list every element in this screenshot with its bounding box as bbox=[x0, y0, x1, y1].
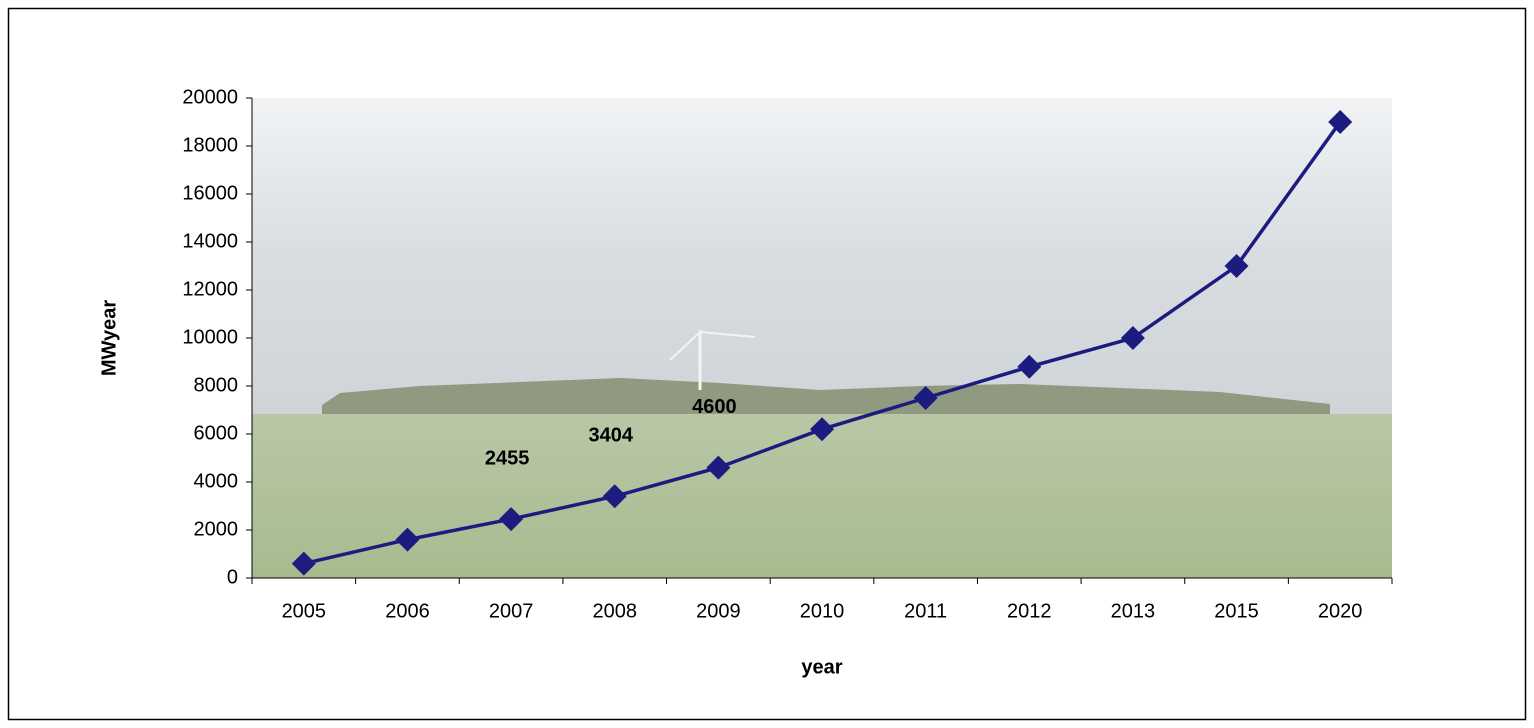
x-tick-label: 2012 bbox=[1007, 600, 1052, 622]
x-axis-title: year bbox=[801, 656, 842, 678]
x-tick-label: 2007 bbox=[489, 600, 534, 622]
marker bbox=[395, 527, 420, 552]
x-tick-label: 2010 bbox=[800, 600, 845, 622]
marker bbox=[913, 386, 938, 410]
data-label: 4600 bbox=[692, 396, 737, 418]
marker bbox=[1017, 354, 1042, 379]
x-tick-label: 2015 bbox=[1214, 600, 1259, 622]
y-tick-label: 14000 bbox=[182, 230, 238, 252]
x-tick-label: 2008 bbox=[592, 600, 637, 622]
x-tick-label: 2006 bbox=[385, 600, 430, 622]
y-tick-label: 8000 bbox=[194, 374, 239, 396]
y-tick-label: 20000 bbox=[182, 86, 238, 108]
marker bbox=[291, 551, 316, 576]
x-tick-label: 2005 bbox=[282, 600, 327, 622]
y-tick-label: 12000 bbox=[182, 278, 238, 300]
x-tick-label: 2020 bbox=[1318, 600, 1363, 622]
y-tick-label: 2000 bbox=[194, 518, 239, 540]
marker bbox=[706, 455, 731, 480]
y-tick-label: 4000 bbox=[194, 470, 239, 492]
marker bbox=[810, 417, 834, 442]
y-tick-label: 16000 bbox=[182, 182, 238, 204]
marker bbox=[1120, 326, 1145, 350]
marker bbox=[602, 484, 627, 509]
x-tick-label: 2011 bbox=[904, 600, 947, 622]
y-tick-label: 0 bbox=[227, 566, 238, 588]
data-label: 2455 bbox=[485, 447, 530, 469]
y-tick-label: 18000 bbox=[182, 134, 238, 156]
marker bbox=[1224, 254, 1249, 278]
y-axis-title: MWyear bbox=[98, 300, 120, 377]
plot-background bbox=[252, 98, 1392, 578]
data-label: 3404 bbox=[588, 425, 633, 447]
x-tick-label: 2013 bbox=[1111, 600, 1156, 622]
y-tick-label: 10000 bbox=[182, 326, 238, 348]
marker bbox=[1328, 110, 1353, 134]
marker bbox=[499, 507, 524, 532]
x-tick-label: 2009 bbox=[696, 600, 741, 622]
y-tick-label: 6000 bbox=[194, 422, 239, 444]
